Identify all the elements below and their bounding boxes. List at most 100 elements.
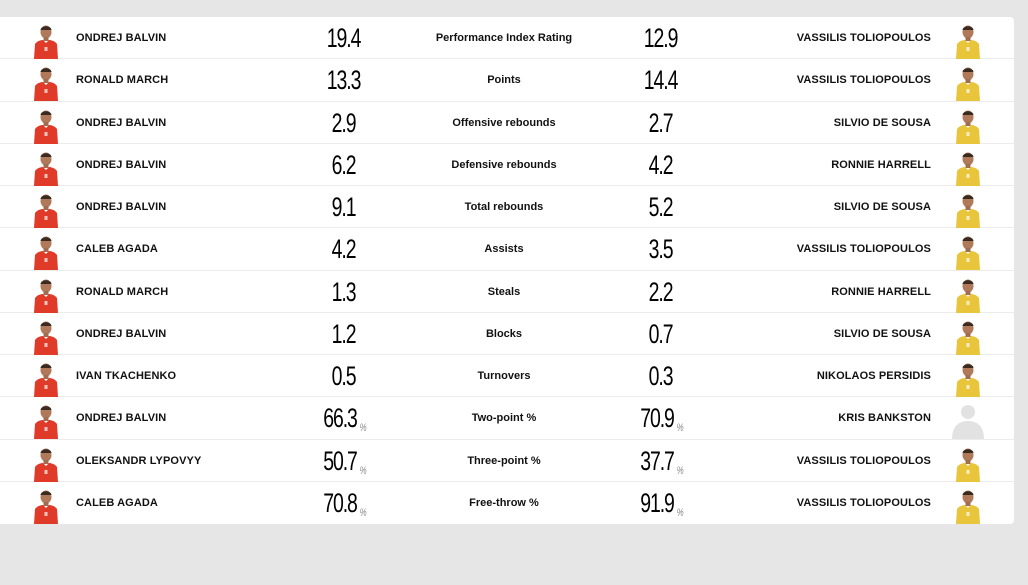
home-player-avatar[interactable] bbox=[24, 444, 68, 482]
stat-row: RONALD MARCH 1.3 Steals 2.2 RONNIE HARRE… bbox=[0, 271, 1014, 313]
stat-category-label: Steals bbox=[487, 285, 521, 298]
home-player-name[interactable]: ONDREJ BALVIN bbox=[76, 32, 167, 44]
away-player-name[interactable]: KRIS BANKSTON bbox=[838, 412, 931, 425]
away-player-avatar[interactable] bbox=[946, 190, 990, 228]
away-stat-value: 5.2 bbox=[633, 186, 691, 228]
away-player-name[interactable]: VASSILIS TOLIOPOULOS bbox=[796, 243, 931, 256]
stat-row: CALEB AGADA 4.2 Assists 3.5 VASSILIS TOL… bbox=[0, 228, 1014, 271]
home-player-name[interactable]: ONDREJ BALVIN bbox=[76, 412, 167, 425]
away-stat-number: 91.9 bbox=[640, 487, 675, 518]
team-leaders-comparison-table: ONDREJ BALVIN 19.4 Performance Index Rat… bbox=[0, 17, 1014, 524]
player-photo-icon bbox=[34, 490, 58, 524]
away-player-name[interactable]: NIKOLAOS PERSIDIS bbox=[816, 370, 931, 382]
player-photo-icon bbox=[956, 152, 980, 186]
home-player-name[interactable]: ONDREJ BALVIN bbox=[76, 327, 167, 340]
home-stat-number: 66.3 bbox=[323, 403, 358, 434]
away-player-avatar[interactable] bbox=[946, 401, 990, 440]
away-player-avatar[interactable] bbox=[946, 444, 990, 482]
away-player-avatar[interactable] bbox=[946, 486, 990, 524]
stat-row: IVAN TKACHENKO 0.5 Turnovers 0.3 NIKOLAO… bbox=[0, 355, 1014, 398]
away-stat-number: 14.4 bbox=[643, 65, 679, 96]
player-photo-icon bbox=[956, 448, 980, 482]
away-player-name[interactable]: VASSILIS TOLIOPOULOS bbox=[796, 32, 931, 44]
home-stat-value: 13.3 bbox=[316, 59, 374, 101]
away-stat-value: 70.9% bbox=[633, 397, 691, 439]
stat-row: ONDREJ BALVIN 1.2 Blocks 0.7 SILVIO DE S… bbox=[0, 313, 1014, 355]
stat-category-label: Points bbox=[487, 74, 521, 87]
player-photo-icon bbox=[34, 110, 58, 144]
home-player-avatar[interactable] bbox=[24, 275, 68, 313]
home-player-name[interactable]: ONDREJ BALVIN bbox=[76, 116, 167, 129]
home-player-name[interactable]: CALEB AGADA bbox=[76, 496, 158, 509]
away-stat-value: 0.7 bbox=[633, 313, 691, 355]
home-player-avatar[interactable] bbox=[24, 21, 68, 59]
home-stat-number: 6.2 bbox=[331, 149, 357, 180]
home-player-avatar[interactable] bbox=[24, 486, 68, 524]
stat-category-label: Two-point % bbox=[471, 412, 537, 425]
home-stat-number: 4.2 bbox=[331, 234, 357, 265]
away-player-avatar[interactable] bbox=[946, 232, 990, 271]
away-stat-number: 70.9 bbox=[640, 403, 675, 434]
away-player-name[interactable]: SILVIO DE SOUSA bbox=[833, 116, 931, 129]
home-player-name[interactable]: RONALD MARCH bbox=[76, 74, 169, 87]
home-player-name[interactable]: ONDREJ BALVIN bbox=[76, 158, 167, 171]
away-stat-value: 2.7 bbox=[633, 102, 691, 144]
home-player-name[interactable]: CALEB AGADA bbox=[76, 243, 158, 256]
home-stat-value: 50.7% bbox=[316, 440, 374, 482]
home-player-name[interactable]: OLEKSANDR LYPOVYY bbox=[76, 454, 202, 467]
home-player-avatar[interactable] bbox=[24, 63, 68, 102]
away-player-name[interactable]: VASSILIS TOLIOPOULOS bbox=[796, 74, 931, 87]
away-player-name[interactable]: SILVIO DE SOUSA bbox=[833, 201, 931, 213]
home-player-name[interactable]: ONDREJ BALVIN bbox=[76, 201, 167, 213]
home-stat-percent-sign: % bbox=[359, 464, 367, 477]
away-player-name[interactable]: VASSILIS TOLIOPOULOS bbox=[796, 496, 931, 509]
away-player-avatar[interactable] bbox=[946, 148, 990, 186]
home-player-avatar[interactable] bbox=[24, 106, 68, 144]
stat-category-label: Turnovers bbox=[477, 370, 531, 382]
home-player-avatar[interactable] bbox=[24, 232, 68, 271]
home-stat-value: 2.9 bbox=[316, 102, 374, 144]
home-player-avatar[interactable] bbox=[24, 359, 68, 397]
player-photo-icon bbox=[34, 236, 58, 271]
stat-category-label: Total rebounds bbox=[464, 201, 544, 213]
stat-category-label: Three-point % bbox=[467, 454, 541, 467]
home-player-avatar[interactable] bbox=[24, 190, 68, 228]
away-player-avatar[interactable] bbox=[946, 21, 990, 59]
away-player-name[interactable]: VASSILIS TOLIOPOULOS bbox=[796, 454, 931, 467]
home-stat-value: 70.8% bbox=[316, 482, 374, 524]
home-player-name[interactable]: RONALD MARCH bbox=[76, 285, 169, 298]
stat-row: RONALD MARCH 13.3 Points 14.4 VASSILIS T… bbox=[0, 59, 1014, 102]
player-photo-icon bbox=[956, 194, 980, 228]
away-stat-number: 5.2 bbox=[648, 192, 674, 222]
home-player-avatar[interactable] bbox=[24, 148, 68, 186]
away-player-avatar[interactable] bbox=[946, 317, 990, 355]
home-stat-value: 19.4 bbox=[316, 17, 374, 59]
away-player-name[interactable]: RONNIE HARRELL bbox=[831, 285, 931, 298]
stat-row: ONDREJ BALVIN 66.3% Two-point % 70.9% KR… bbox=[0, 397, 1014, 440]
stat-category-label: Performance Index Rating bbox=[435, 32, 573, 44]
away-player-avatar[interactable] bbox=[946, 106, 990, 144]
player-photo-icon bbox=[34, 321, 58, 355]
away-player-avatar[interactable] bbox=[946, 275, 990, 313]
home-player-avatar[interactable] bbox=[24, 401, 68, 440]
home-stat-number: 70.8 bbox=[323, 487, 358, 518]
stat-category-label: Assists bbox=[484, 243, 524, 256]
away-player-avatar[interactable] bbox=[946, 63, 990, 102]
player-photo-icon bbox=[956, 236, 980, 271]
home-player-name[interactable]: IVAN TKACHENKO bbox=[76, 370, 177, 382]
home-stat-value: 1.2 bbox=[316, 313, 374, 355]
away-player-name[interactable]: SILVIO DE SOUSA bbox=[833, 327, 931, 340]
away-stat-number: 2.7 bbox=[648, 107, 674, 138]
away-player-avatar[interactable] bbox=[946, 359, 990, 397]
away-player-name[interactable]: RONNIE HARRELL bbox=[831, 158, 931, 171]
home-player-avatar[interactable] bbox=[24, 317, 68, 355]
away-stat-value: 3.5 bbox=[633, 228, 691, 270]
away-stat-number: 12.9 bbox=[643, 23, 679, 53]
stat-row: ONDREJ BALVIN 9.1 Total rebounds 5.2 SIL… bbox=[0, 186, 1014, 229]
home-stat-number: 2.9 bbox=[331, 107, 357, 138]
player-photo-icon bbox=[34, 194, 58, 228]
player-photo-icon bbox=[34, 67, 58, 102]
away-stat-value: 2.2 bbox=[633, 271, 691, 313]
away-stat-value: 4.2 bbox=[633, 144, 691, 186]
home-stat-number: 13.3 bbox=[326, 65, 362, 96]
